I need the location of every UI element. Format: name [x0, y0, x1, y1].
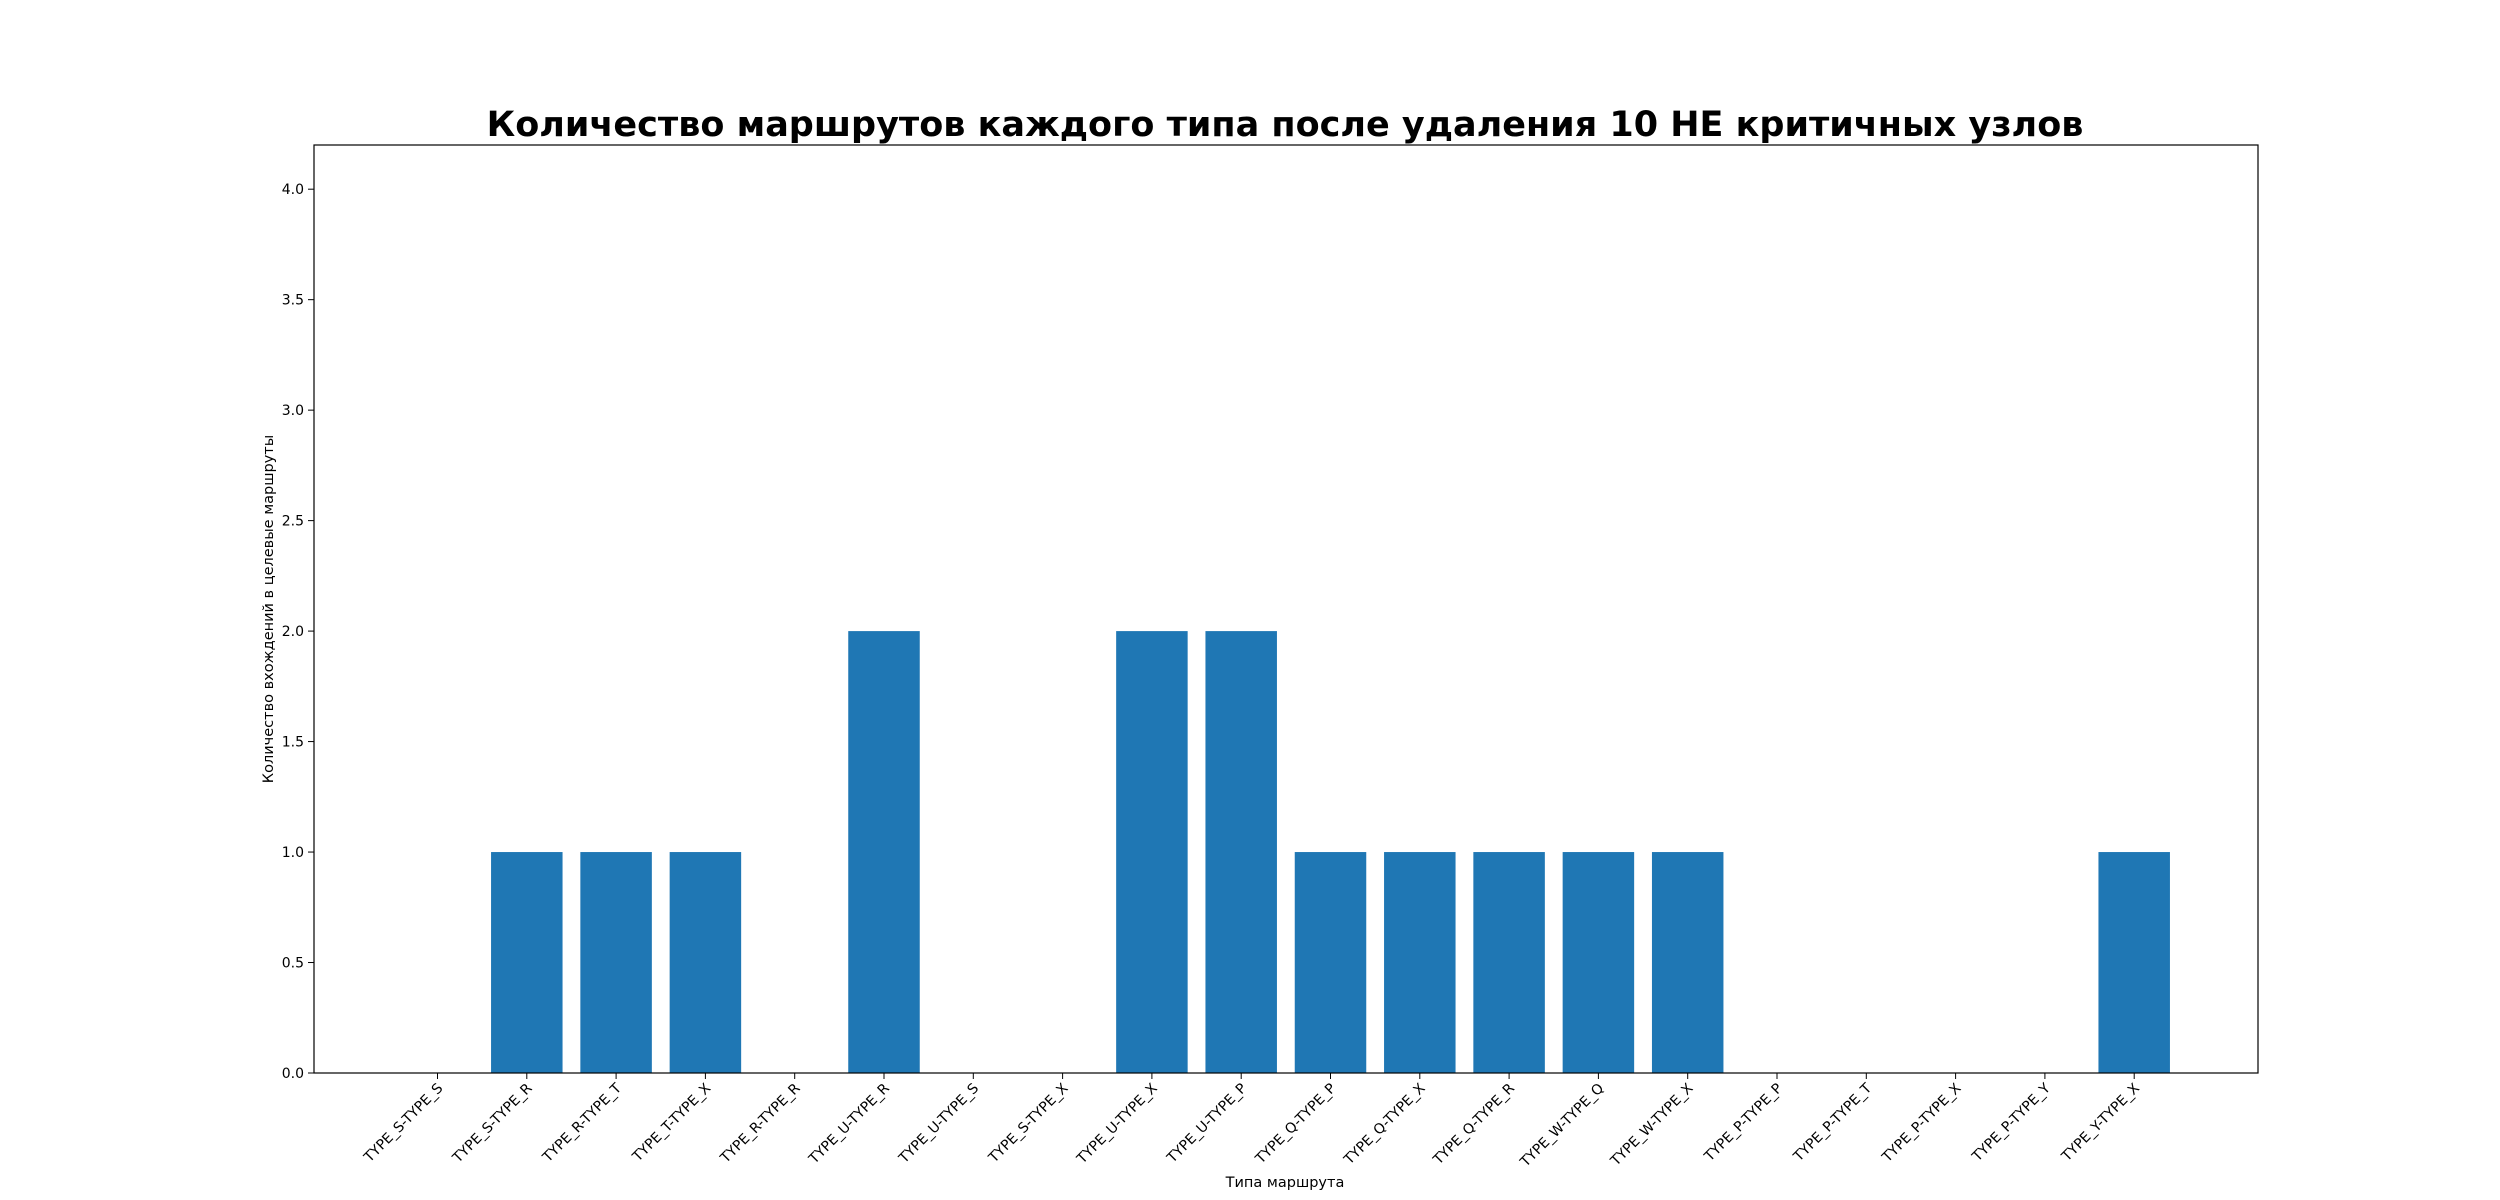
y-tick-label: 2.0 — [282, 624, 304, 640]
y-axis-label: Количество вхождений в целевые маршруты — [261, 435, 277, 783]
bar-type-w-type-q — [1562, 852, 1635, 1073]
y-axis: 0.0 0.5 1.0 1.5 2.0 2.5 3.0 3.5 4.0 — [282, 182, 314, 1082]
bar-type-r-type-t — [580, 852, 652, 1073]
chart-title: Количество маршрутов каждого типа после … — [487, 105, 2084, 145]
bar-type-q-type-x — [1384, 852, 1456, 1073]
x-axis-label: Типа маршрута — [1225, 1175, 1345, 1191]
plot-frame — [313, 144, 2259, 1074]
bar-type-u-type-r — [848, 631, 920, 1073]
y-tick-label: 0.0 — [282, 1066, 304, 1082]
y-tick-label: 0.5 — [282, 956, 304, 972]
y-tick-label: 4.0 — [282, 182, 304, 198]
bar-type-w-type-x — [1651, 852, 1724, 1073]
y-tick-label: 2.5 — [282, 514, 304, 530]
bar-type-q-type-r — [1473, 852, 1545, 1073]
y-tick-label: 1.5 — [282, 735, 304, 751]
bar-type-y-type-x — [2098, 852, 2170, 1073]
y-tick-label: 3.0 — [282, 403, 304, 419]
bars-group — [491, 631, 2170, 1073]
bar-type-t-type-x — [669, 852, 742, 1073]
y-tick-label: 3.5 — [282, 293, 304, 309]
bar-type-u-type-p — [1205, 631, 1277, 1073]
y-tick-label: 1.0 — [282, 845, 304, 861]
bar-type-u-type-x — [1116, 631, 1188, 1073]
bar-type-q-type-p — [1294, 852, 1367, 1073]
bar-type-s-type-r — [491, 852, 563, 1073]
